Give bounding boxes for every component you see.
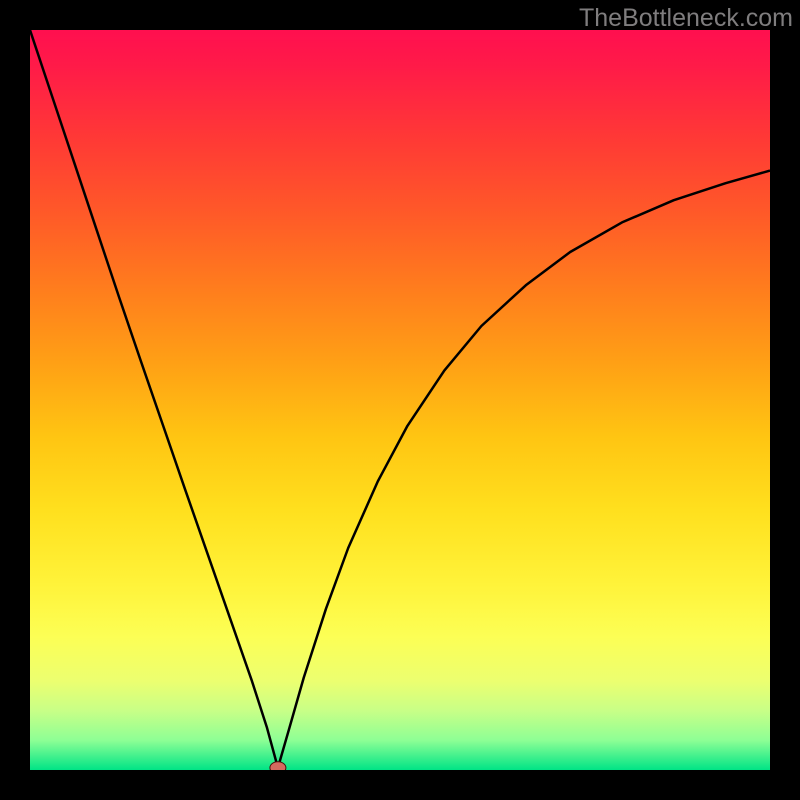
watermark-text: TheBottleneck.com: [579, 4, 793, 33]
curve-svg: [30, 30, 770, 770]
minimum-marker: [270, 762, 286, 770]
plot-area: [30, 30, 770, 770]
bottleneck-curve: [30, 30, 770, 768]
